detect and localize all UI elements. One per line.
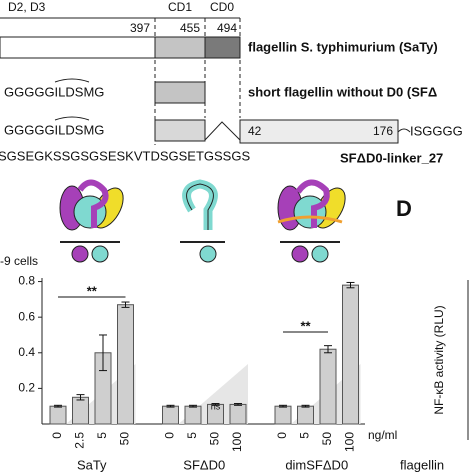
group-label: SFΔD0 — [183, 457, 225, 472]
domain-label: CD0 — [210, 0, 234, 14]
position-label: 397 — [130, 21, 150, 35]
bar — [297, 405, 314, 425]
protein-cartoon — [277, 179, 346, 263]
y-tick-label: 0.6 — [18, 309, 35, 323]
sequence: GGGGGILDSMG — [4, 84, 104, 99]
construct-name: SFΔD0-linker_27 — [340, 150, 443, 165]
significance: ** — [87, 283, 98, 298]
x-tick-label: 5 — [298, 432, 312, 439]
bar — [49, 405, 67, 425]
linker-sequence: SGSEGKSSGSGSESKVTDSGSETGSSGS — [0, 148, 250, 163]
x-tick-label: 50 — [118, 432, 132, 446]
bar — [162, 405, 179, 425]
linker-wedge — [204, 121, 241, 141]
protein-cartoon — [59, 179, 124, 263]
bar — [319, 348, 337, 425]
group-label: SaTy — [77, 457, 107, 472]
bar — [274, 405, 292, 425]
y-axis-label: NF-κB activity (RLU) — [432, 305, 446, 414]
construct-name: short flagellin without D0 (SFΔ — [248, 84, 437, 99]
domain-box — [154, 119, 206, 142]
y-tick-label: 0.2 — [18, 381, 35, 395]
x-tick-label: 100 — [343, 432, 357, 452]
x-tick-label: 0 — [163, 432, 177, 439]
loop — [397, 128, 411, 133]
x-tick-label: 5 — [185, 432, 199, 439]
bar — [117, 304, 134, 425]
position-label: 42 — [248, 124, 262, 138]
protein-cartoon — [180, 179, 225, 263]
group-label: dimSFΔD0 — [285, 457, 348, 472]
y-tick-label: 0.8 — [18, 274, 35, 288]
x-tick-label: 50 — [320, 432, 334, 446]
panel-letter: D — [396, 196, 412, 221]
y-axis-label: -9 cells — [0, 254, 38, 268]
domain-box — [154, 36, 206, 59]
bar — [72, 396, 89, 425]
domain-box — [0, 36, 156, 59]
significance: ** — [300, 318, 311, 333]
position-label: 494 — [217, 21, 237, 35]
domain-label: CD1 — [168, 0, 192, 14]
construct-name: flagellin S. typhimurium (SaTy) — [248, 39, 438, 54]
x-tick-label: 5 — [95, 432, 109, 439]
unit-label: ng/ml — [368, 428, 397, 442]
x-tick-label: 0 — [275, 432, 289, 439]
domain-box — [154, 81, 206, 104]
sequence: ISGGGG — [410, 123, 463, 138]
y-tick-label: 0.4 — [18, 345, 35, 359]
position-label: 455 — [180, 21, 200, 35]
sequence: GGGGGILDSMG — [4, 122, 104, 137]
domain-box — [204, 36, 241, 59]
group-axis-label: flagellin — [400, 457, 444, 472]
x-tick-label: 2.5 — [73, 432, 87, 449]
position-label: 176 — [373, 124, 393, 138]
significance: ns — [211, 401, 221, 411]
bar — [229, 403, 247, 425]
x-tick-label: 0 — [50, 432, 64, 439]
x-tick-label: 100 — [230, 432, 244, 452]
domain-label: D2, D3 — [8, 0, 46, 14]
bar — [342, 284, 359, 425]
bar — [184, 405, 202, 425]
loop — [54, 78, 90, 83]
x-tick-label: 50 — [208, 432, 222, 446]
loop — [54, 116, 90, 121]
